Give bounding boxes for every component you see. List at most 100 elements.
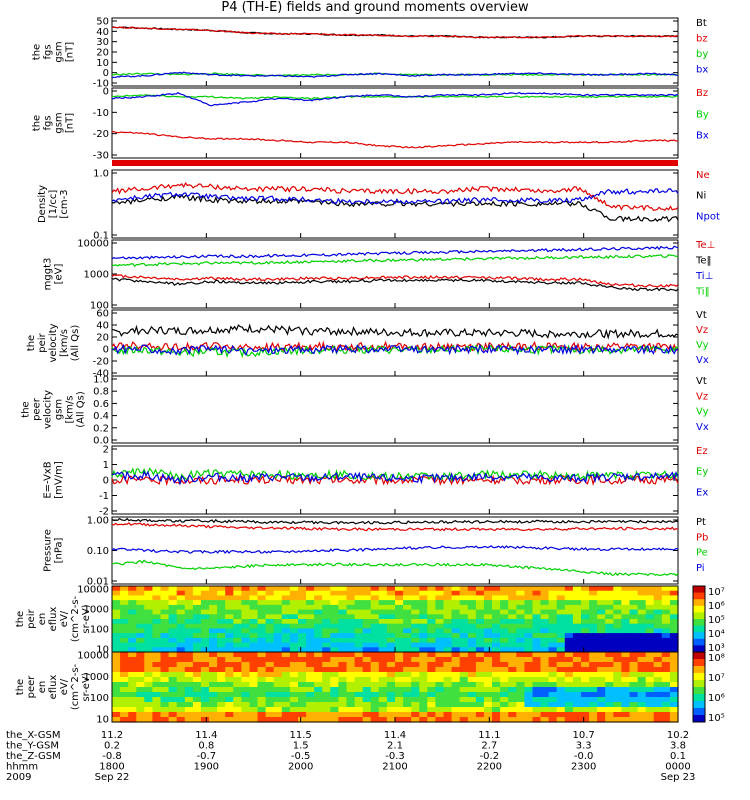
heatmap-cell: [483, 712, 493, 718]
heatmap-cell: [467, 604, 477, 611]
heatmap-cell: [273, 662, 283, 668]
heatmap-cell: [516, 697, 525, 703]
y-axis-label-line: sr-eV): [81, 604, 92, 633]
heatmap-cell: [629, 623, 639, 629]
heatmap-cell: [128, 687, 137, 693]
heatmap-cell: [184, 652, 194, 658]
heatmap-cell: [516, 590, 525, 596]
heatmap-cell: [346, 609, 356, 615]
heatmap-cell: [306, 628, 315, 634]
heatmap-cell: [524, 662, 534, 668]
heatmap-cell: [395, 590, 404, 596]
heatmap-cell: [669, 647, 679, 653]
heatmap-cell: [386, 586, 396, 592]
heatmap-cell: [362, 702, 372, 708]
heatmap-cell: [605, 604, 614, 611]
heatmap-cell: [661, 595, 671, 601]
heatmap-cell: [532, 682, 542, 688]
heatmap-cell: [411, 687, 420, 693]
y-axis-label-line: gsm: [54, 41, 65, 62]
heatmap-cell: [112, 682, 121, 688]
heatmap-cell: [403, 677, 412, 683]
heatmap-cell: [136, 662, 145, 668]
heatmap-cell: [548, 600, 558, 606]
colorbar-tick-label: 10⁷: [708, 587, 725, 598]
heatmap-cell: [483, 623, 493, 629]
heatmap-cell: [669, 697, 679, 703]
heatmap-cell: [225, 590, 234, 596]
heatmap-cell: [645, 677, 655, 683]
heatmap-cell: [233, 647, 242, 653]
heatmap-cell: [621, 633, 631, 639]
heatmap-cell: [136, 682, 145, 688]
heatmap-cell: [669, 717, 679, 723]
heatmap-cell: [192, 604, 202, 611]
heatmap-cell: [378, 692, 388, 698]
heatmap-cell: [419, 667, 428, 673]
heatmap-cell: [661, 590, 671, 596]
heatmap-cell: [378, 657, 388, 663]
heatmap-cell: [289, 667, 299, 673]
legend-entry: Npot: [696, 211, 720, 222]
heatmap-cell: [443, 590, 453, 596]
heatmap-cell: [338, 712, 348, 718]
heatmap-cell: [492, 609, 501, 615]
heatmap-cell: [524, 702, 534, 708]
heatmap-cell: [524, 687, 534, 693]
heatmap-cell: [265, 609, 275, 615]
heatmap-cell: [621, 619, 631, 625]
colorbar-segment: [693, 680, 705, 688]
heatmap-cell: [306, 590, 315, 596]
heatmap-cell: [241, 692, 251, 698]
heatmap-cell: [645, 667, 655, 673]
heatmap-cell: [581, 586, 590, 592]
heatmap-cell: [653, 623, 663, 629]
heatmap-cell: [661, 687, 671, 693]
heatmap-cell: [322, 590, 331, 596]
heatmap-cell: [346, 707, 356, 713]
x-tick-value: 0000: [665, 762, 690, 773]
heatmap-cell: [435, 702, 445, 708]
heatmap-cell: [152, 590, 162, 596]
heatmap-cell: [589, 692, 598, 698]
heatmap-cell: [306, 687, 315, 693]
heatmap-cell: [273, 609, 283, 615]
heatmap-cell: [516, 707, 525, 713]
heatmap-cell: [411, 628, 420, 634]
heatmap-cell: [152, 633, 162, 639]
heatmap-cell: [653, 604, 663, 611]
x-tick-value: 11.2: [101, 730, 123, 741]
heatmap-cell: [298, 633, 307, 639]
series-line: [111, 94, 679, 100]
heatmap-cell: [645, 712, 655, 718]
heatmap-cell: [459, 692, 469, 698]
heatmap-cell: [653, 707, 663, 713]
heatmap-cell: [621, 609, 631, 615]
heatmap-cell: [492, 590, 501, 596]
heatmap-cell: [322, 609, 331, 615]
heatmap-cell: [378, 662, 388, 668]
heatmap-cell: [395, 672, 404, 678]
heatmap-cell: [411, 609, 420, 615]
heatmap-cell: [273, 697, 283, 703]
heatmap-cell: [419, 677, 428, 683]
heatmap-cell: [564, 590, 574, 596]
heatmap-cell: [257, 604, 267, 611]
heatmap-cell: [298, 647, 307, 653]
heatmap-cell: [176, 637, 186, 644]
heatmap-cell: [661, 614, 671, 620]
heatmap-cell: [661, 647, 671, 653]
heatmap-cell: [475, 682, 485, 688]
heatmap-cell: [144, 717, 153, 723]
heatmap-cell: [556, 697, 566, 703]
heatmap-cell: [427, 672, 436, 678]
heatmap-cell: [411, 619, 420, 625]
heatmap-cell: [395, 717, 404, 723]
heatmap-cell: [128, 702, 137, 708]
heatmap-cell: [532, 672, 542, 678]
heatmap-cell: [653, 586, 663, 592]
heatmap-cell: [613, 628, 622, 634]
heatmap-cell: [516, 657, 525, 663]
heatmap-cell: [629, 637, 639, 644]
heatmap-cell: [556, 692, 566, 698]
